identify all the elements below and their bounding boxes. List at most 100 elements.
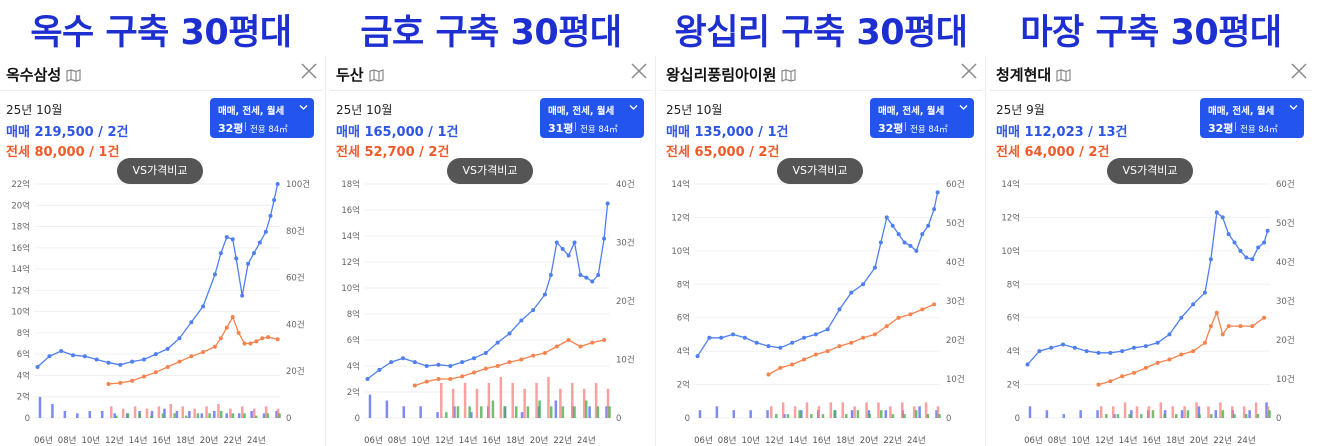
trade-type-label: 매매, 전세, 월세 [878, 106, 945, 117]
sale-price-point [230, 237, 235, 242]
complex-name[interactable]: 옥수삼성 [6, 66, 62, 84]
x-tick-label: 22년 [883, 435, 902, 446]
x-tick-label: 18년 [836, 435, 855, 446]
monthly-volume-bar [879, 410, 883, 418]
sale-price-point [596, 273, 601, 277]
price-chart: 0 2억 4억 6억 8억 10억 12억 14억 0 10건 20건 30건 40건 50건 60건 06년… [1001, 179, 1294, 446]
close-icon[interactable] [960, 62, 978, 80]
vs-price-compare-button[interactable]: VS가격비교 [1107, 158, 1193, 184]
exclusive-area: 전용 84㎡ [580, 125, 618, 135]
y2-tick-label: 40건 [946, 257, 965, 268]
y2-tick-label: 20건 [946, 335, 965, 346]
sale-volume-bar [368, 394, 372, 418]
sale-volume-bar [262, 413, 266, 418]
close-icon[interactable] [300, 62, 318, 80]
jeonse-volume-bar [440, 382, 443, 418]
sale-volume-bar [237, 413, 241, 418]
jeonse-volume-bar [594, 382, 598, 418]
sale-volume-bar [163, 408, 166, 418]
jeonse-price-point [248, 341, 253, 346]
x-tick-label: 24년 [577, 435, 596, 446]
close-icon[interactable] [1290, 62, 1308, 80]
y-tick-label: 8억 [1007, 279, 1020, 290]
monthly-volume-bar [115, 415, 118, 418]
sale-price-point [82, 354, 87, 359]
trade-type-filter-button[interactable]: 매매, 전세, 월세 31평 | 전용 84㎡ [540, 98, 644, 138]
complex-name-wrap[interactable]: 두산 [336, 64, 384, 85]
monthly-volume-bar [914, 410, 918, 418]
monthly-volume-bar [480, 406, 483, 418]
jeonse-volume-bar [901, 402, 904, 418]
jeonse-price-point [495, 364, 500, 368]
map-icon[interactable] [1056, 69, 1071, 82]
x-tick-label: 10년 [1071, 435, 1090, 446]
jeonse-price-point [884, 324, 889, 329]
sale-price-summary: 매매 112,023 / 13건 [996, 125, 1128, 140]
jeonse-volume-bar [805, 402, 809, 418]
y-tick-label: 14억 [341, 231, 360, 242]
vs-price-compare-button[interactable]: VS가격비교 [117, 158, 203, 184]
jeonse-price-point [1143, 365, 1148, 370]
y2-tick-label: 30건 [616, 238, 635, 249]
x-tick-label: 24년 [907, 435, 926, 446]
monthly-volume-bar [573, 406, 576, 418]
size-divider: | [244, 122, 248, 132]
map-icon[interactable] [66, 69, 81, 82]
sale-price-point [268, 213, 273, 218]
complex-name-wrap[interactable]: 옥수삼성 [6, 64, 81, 85]
sale-volume-bar [1045, 410, 1049, 418]
jeonse-price-point [118, 380, 123, 385]
sale-volume-bar [1180, 410, 1184, 418]
jeonse-price-point [872, 332, 877, 337]
monthly-volume-bar [231, 413, 235, 418]
sale-price-point [1108, 350, 1113, 355]
trade-type-filter-button[interactable]: 매매, 전세, 월세 32평 | 전용 84㎡ [870, 98, 974, 138]
complex-name[interactable]: 청계현대 [996, 66, 1052, 84]
x-tick-label: 08년 [388, 435, 407, 446]
x-tick-label: 18년 [1166, 435, 1185, 446]
y-tick-label: 6억 [1007, 313, 1020, 324]
jeonse-volume-bar [1219, 402, 1222, 418]
jeonse-volume-bar [547, 377, 550, 418]
jeonse-price-point [141, 374, 146, 379]
y-tick-label: 16억 [341, 205, 360, 216]
sale-volume-bar [88, 410, 92, 418]
monthly-volume-bar [538, 400, 541, 418]
jeonse-price-point [766, 372, 771, 377]
sale-price-point [766, 344, 771, 349]
sale-price-point [365, 377, 370, 381]
jeonse-volume-bar [181, 406, 184, 418]
map-icon[interactable] [781, 69, 797, 82]
complex-name-wrap[interactable]: 왕십리풍림아이원 [666, 64, 797, 85]
complex-name[interactable]: 두산 [336, 66, 364, 84]
jeonse-volume-bar [157, 406, 161, 418]
sale-volume-bar [520, 412, 524, 418]
jeonse-price-point [212, 344, 217, 349]
sale-price-point [1155, 340, 1160, 345]
x-tick-label: 06년 [364, 435, 383, 446]
sale-price-point [554, 240, 559, 245]
y-tick-label: 12억 [1001, 212, 1020, 223]
monthly-volume-bar [456, 406, 460, 418]
map-icon[interactable] [369, 69, 384, 82]
jeonse-volume-bar [121, 408, 125, 418]
sale-price-point [731, 332, 736, 337]
y2-tick-label: 0 [616, 414, 621, 424]
vs-price-compare-button[interactable]: VS가격비교 [447, 158, 533, 184]
complex-name-wrap[interactable]: 청계현대 [996, 64, 1071, 85]
jeonse-volume-bar [1183, 406, 1186, 418]
trade-type-filter-button[interactable]: 매매, 전세, 월세 32평 | 전용 84㎡ [1200, 98, 1304, 138]
sale-price-point [837, 307, 842, 312]
close-icon[interactable] [630, 62, 648, 80]
jeonse-volume-bar [817, 406, 821, 418]
sale-price-point [590, 279, 595, 284]
trade-type-filter-button[interactable]: 매매, 전세, 월세 32평 | 전용 84㎡ [210, 98, 314, 138]
monthly-volume-bar [126, 413, 130, 418]
jeonse-price-point [165, 364, 170, 369]
monthly-volume-bar [810, 414, 813, 418]
x-tick-label: 10년 [741, 435, 760, 446]
jeonse-volume-bar [535, 382, 538, 418]
y-tick-label: 6억 [677, 313, 690, 324]
vs-price-compare-button[interactable]: VS가격비교 [777, 158, 863, 184]
complex-name[interactable]: 왕십리풍림아이원 [666, 66, 777, 84]
